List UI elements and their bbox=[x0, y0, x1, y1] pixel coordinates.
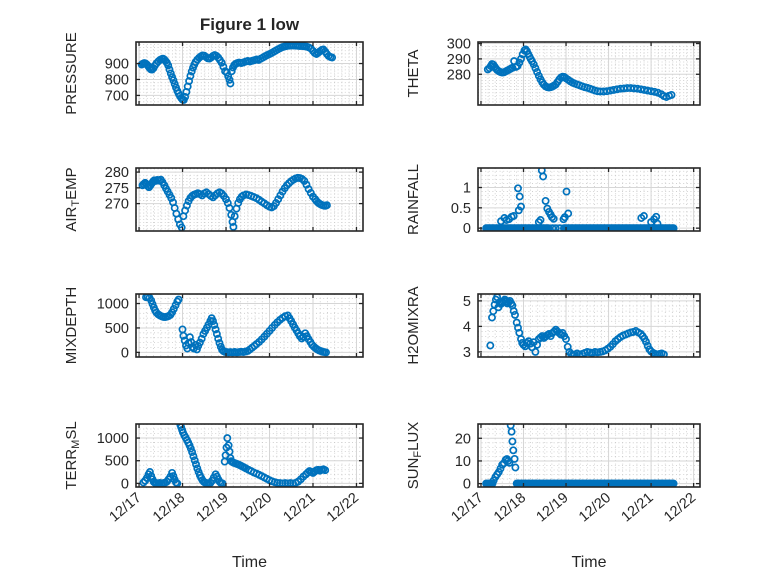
y-tick-label: 500 bbox=[105, 454, 129, 470]
tick-marks bbox=[136, 294, 363, 357]
subplot-rainfall: 0 0.5 1 RAINFALL bbox=[405, 164, 701, 237]
tick-marks bbox=[478, 42, 700, 105]
y-tick-label: 20 bbox=[455, 431, 471, 447]
figure-title: Figure 1 low bbox=[200, 15, 300, 34]
y-tick-label: 0.5 bbox=[451, 201, 471, 217]
data-markers-air-temp bbox=[138, 173, 331, 231]
y-axis-label-mixdepth: MIXDEPTH bbox=[63, 287, 80, 365]
minor-grid bbox=[478, 42, 700, 106]
y-tick-label: 700 bbox=[105, 88, 129, 104]
y-tick-label: 1000 bbox=[97, 297, 129, 313]
y-tick-label: 280 bbox=[447, 67, 471, 83]
tick-marks bbox=[478, 168, 700, 231]
y-axis-label-terr-msl: TERRMSL bbox=[63, 421, 82, 489]
data-markers-h2omixra bbox=[486, 294, 668, 357]
y-tick-label: 270 bbox=[105, 197, 129, 213]
axes-box bbox=[477, 167, 701, 232]
data-markers-rainfall bbox=[482, 168, 678, 231]
y-tick-label: 1 bbox=[463, 181, 471, 197]
y-tick-label: 5 bbox=[463, 294, 471, 310]
y-tick-label: 800 bbox=[105, 72, 129, 88]
y-axis-label-theta: THETA bbox=[405, 49, 422, 97]
y-tick-label: 0 bbox=[463, 477, 471, 493]
tick-marks bbox=[478, 424, 700, 487]
y-axis-label-pressure: PRESSURE bbox=[63, 32, 80, 115]
y-axis-label-rainfall: RAINFALL bbox=[405, 164, 422, 235]
y-tick-label: 4 bbox=[463, 319, 471, 335]
y-tick-label: 1000 bbox=[97, 431, 129, 447]
axes-box bbox=[135, 293, 364, 358]
y-tick-label: 290 bbox=[447, 52, 471, 68]
axes-box bbox=[135, 423, 364, 488]
tick-marks bbox=[136, 424, 363, 487]
y-axis-label-h2omixra: H2OMIXRA bbox=[405, 286, 422, 364]
tick-marks bbox=[478, 294, 700, 357]
y-tick-label: 500 bbox=[105, 321, 129, 337]
y-axis-label-sun-flux: SUNFLUX bbox=[405, 422, 424, 490]
y-tick-label: 300 bbox=[447, 37, 471, 53]
data-markers-mixdepth bbox=[142, 294, 330, 357]
y-tick-label: 280 bbox=[105, 165, 129, 181]
tick-marks bbox=[136, 168, 363, 231]
y-tick-label: 0 bbox=[121, 476, 129, 492]
axes-box bbox=[135, 41, 364, 106]
tick-marks bbox=[136, 42, 363, 105]
subplot-h2omixra: 3 4 5 H2OMIXRA bbox=[405, 286, 701, 365]
data-markers-pressure bbox=[137, 42, 337, 104]
axes-box bbox=[477, 41, 701, 106]
y-tick-label: 10 bbox=[455, 454, 471, 470]
y-tick-label: 0 bbox=[121, 345, 129, 361]
y-tick-label: 0 bbox=[463, 221, 471, 237]
data-markers-theta bbox=[483, 45, 676, 101]
axes-box bbox=[477, 293, 701, 358]
subplot-mixdepth: 0 500 1000 MIXDEPTH bbox=[63, 287, 364, 365]
y-tick-label: 275 bbox=[105, 181, 129, 197]
y-tick-label: 900 bbox=[105, 57, 129, 73]
axes-box bbox=[477, 423, 701, 488]
x-axis-label: Time bbox=[232, 554, 267, 571]
y-tick-label: 3 bbox=[463, 345, 471, 361]
axes-box bbox=[135, 167, 364, 232]
y-axis-label-air-temp: AIRTEMP bbox=[63, 167, 82, 231]
x-axis-label: Time bbox=[572, 554, 607, 571]
